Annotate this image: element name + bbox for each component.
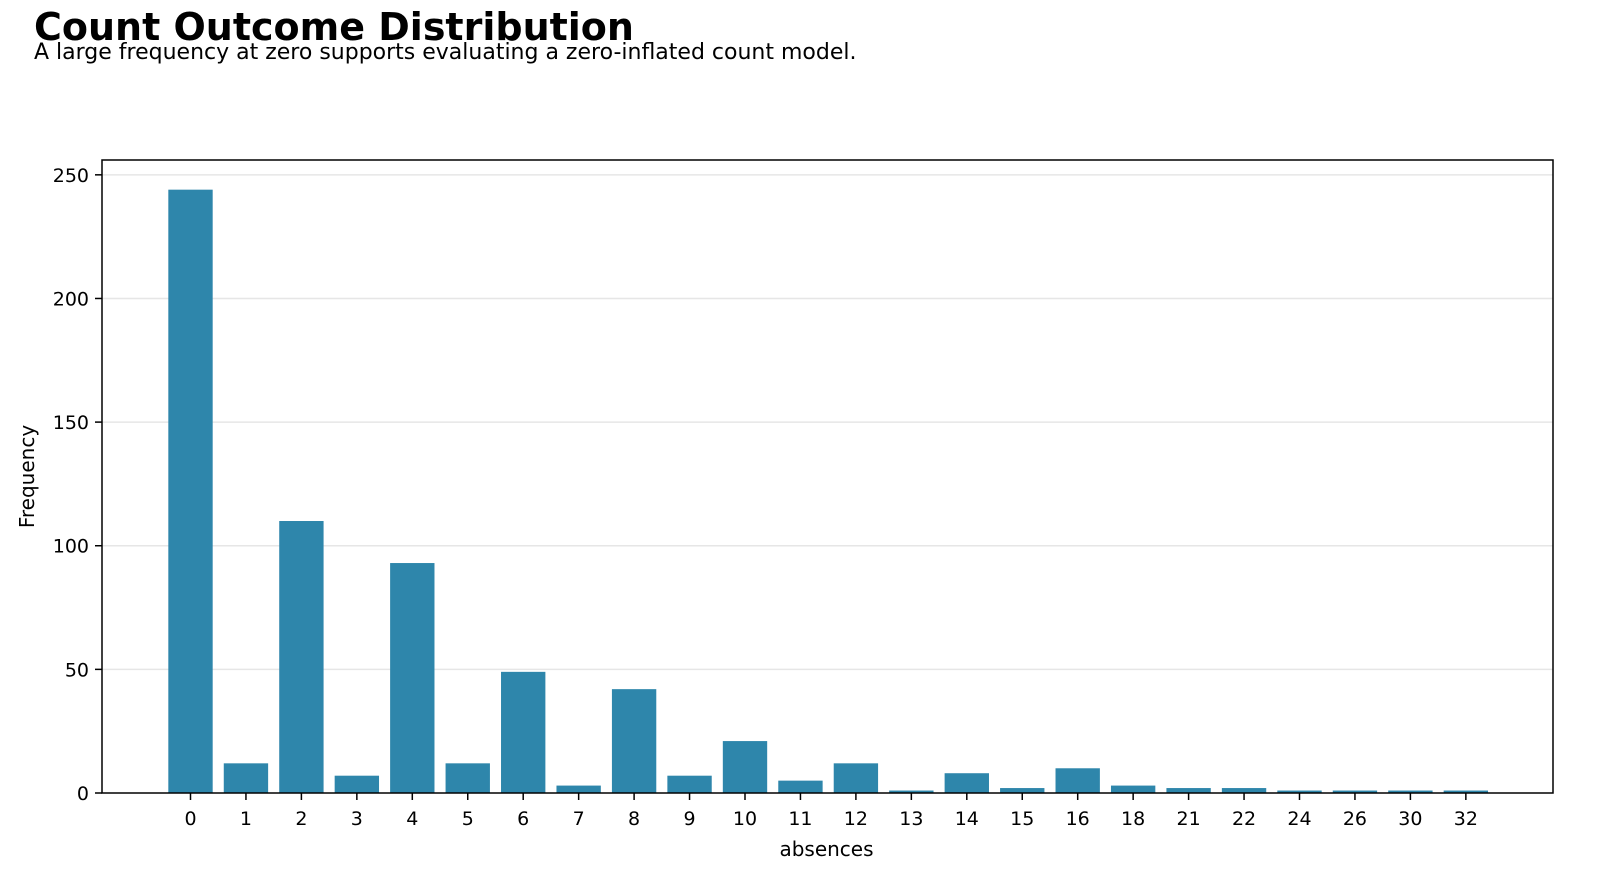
x-tick-label: 18 bbox=[1121, 808, 1145, 830]
x-tick-label: 11 bbox=[788, 808, 812, 830]
x-axis-label: absences bbox=[779, 837, 873, 861]
y-axis-ticks: 0 50 100 150 200 250 bbox=[53, 165, 102, 805]
y-tick-label: 150 bbox=[53, 412, 89, 434]
x-tick-label: 10 bbox=[733, 808, 757, 830]
x-tick-label: 4 bbox=[406, 808, 418, 830]
gridlines bbox=[102, 174, 1553, 671]
y-tick-label: 200 bbox=[53, 288, 89, 310]
bar-10 bbox=[722, 741, 768, 793]
x-tick-label: 0 bbox=[184, 808, 196, 830]
bar-24 bbox=[1277, 790, 1322, 793]
bar-11 bbox=[778, 780, 823, 793]
x-tick-label: 7 bbox=[573, 808, 585, 830]
chart-title: Count Outcome Distribution bbox=[34, 5, 634, 49]
bar-3 bbox=[334, 775, 380, 793]
y-tick-label: 50 bbox=[65, 659, 89, 681]
bar-1 bbox=[223, 763, 269, 793]
bar-16 bbox=[1055, 768, 1100, 793]
x-tick-label: 26 bbox=[1343, 808, 1367, 830]
bar-18 bbox=[1110, 785, 1156, 793]
x-axis-ticks: 0 1 2 3 4 5 6 7 8 9 10 11 12 13 14 15 16 18 21 22 24 26 30 32 bbox=[184, 793, 1478, 830]
bar-30 bbox=[1388, 790, 1433, 793]
plot-frame bbox=[101, 159, 1554, 794]
y-axis-label: Frequency bbox=[15, 425, 39, 528]
x-tick-label: 1 bbox=[240, 808, 252, 830]
x-tick-label: 30 bbox=[1398, 808, 1422, 830]
bars bbox=[168, 189, 1489, 793]
x-tick-label: 16 bbox=[1066, 808, 1090, 830]
bar-5 bbox=[445, 763, 490, 793]
bar-9 bbox=[667, 775, 712, 793]
x-tick-label: 12 bbox=[844, 808, 868, 830]
x-tick-label: 32 bbox=[1454, 808, 1478, 830]
bar-12 bbox=[833, 763, 879, 793]
x-tick-label: 15 bbox=[1010, 808, 1034, 830]
x-tick-label: 21 bbox=[1177, 808, 1201, 830]
x-tick-label: 9 bbox=[684, 808, 696, 830]
x-tick-label: 5 bbox=[462, 808, 474, 830]
bar-8 bbox=[611, 689, 657, 793]
bar-7 bbox=[556, 785, 601, 793]
bar-4 bbox=[390, 563, 435, 793]
bar-22 bbox=[1221, 788, 1267, 793]
chart-subtitle: A large frequency at zero supports evalu… bbox=[34, 40, 857, 65]
y-tick-label: 100 bbox=[53, 536, 89, 558]
x-tick-label: 13 bbox=[899, 808, 923, 830]
bar-15 bbox=[1000, 788, 1045, 793]
x-tick-label: 8 bbox=[628, 808, 640, 830]
x-tick-label: 14 bbox=[955, 808, 979, 830]
bar-21 bbox=[1166, 788, 1211, 793]
bar-13 bbox=[889, 790, 934, 793]
x-tick-label: 6 bbox=[517, 808, 529, 830]
x-tick-label: 3 bbox=[351, 808, 363, 830]
y-tick-label: 250 bbox=[53, 165, 89, 187]
bar-0 bbox=[168, 189, 213, 793]
bar-14 bbox=[944, 773, 989, 793]
x-tick-label: 22 bbox=[1232, 808, 1256, 830]
bar-2 bbox=[279, 521, 324, 793]
y-tick-label: 0 bbox=[77, 783, 89, 805]
bar-6 bbox=[501, 671, 546, 793]
bar-32 bbox=[1443, 790, 1489, 793]
x-tick-label: 2 bbox=[295, 808, 307, 830]
x-tick-label: 24 bbox=[1287, 808, 1311, 830]
bar-26 bbox=[1332, 790, 1378, 793]
